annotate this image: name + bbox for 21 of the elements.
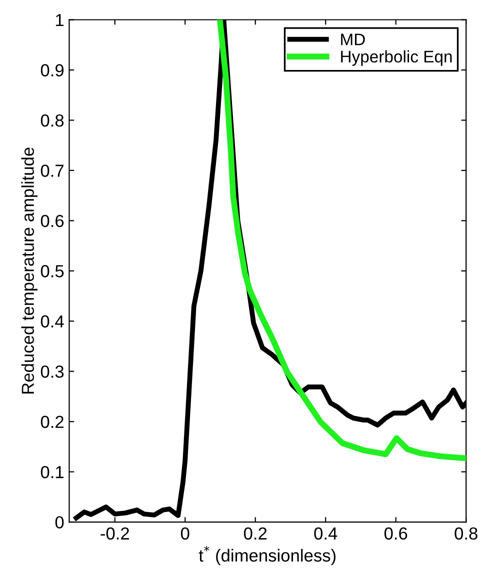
x-tick-label: 0.8 (454, 527, 478, 540)
y-tick-label: 0.2 (40, 416, 64, 428)
y-tick-label: 0.6 (40, 214, 64, 228)
legend-label: Hyperbolic Eqn (341, 50, 452, 66)
y-tick-label: 0.4 (40, 315, 64, 328)
x-tick-label: 0.6 (384, 527, 408, 540)
legend-label: MD (341, 34, 365, 46)
x-tick-label: 0.4 (314, 527, 338, 540)
x-axis-title: t$^{*}$ (dimensionless) (198, 546, 336, 566)
y-tick-label: 0.1 (40, 466, 64, 478)
y-tick-label: 0.8 (40, 114, 64, 127)
y-tick-label: 0 (55, 516, 64, 528)
y-tick-label: 0.9 (40, 64, 64, 76)
y-tick-label: 0.7 (40, 164, 64, 177)
x-tick-label: -0.2 (100, 527, 129, 540)
y-tick-label: 0.3 (40, 366, 64, 378)
y-tick-label: 0.5 (40, 265, 64, 278)
x-tick-label: 0 (180, 527, 190, 540)
x-tick-label: 0.2 (244, 527, 267, 540)
y-tick-label: 1 (56, 14, 64, 26)
y-axis-title: Reduced temperature amplitude (21, 148, 38, 394)
